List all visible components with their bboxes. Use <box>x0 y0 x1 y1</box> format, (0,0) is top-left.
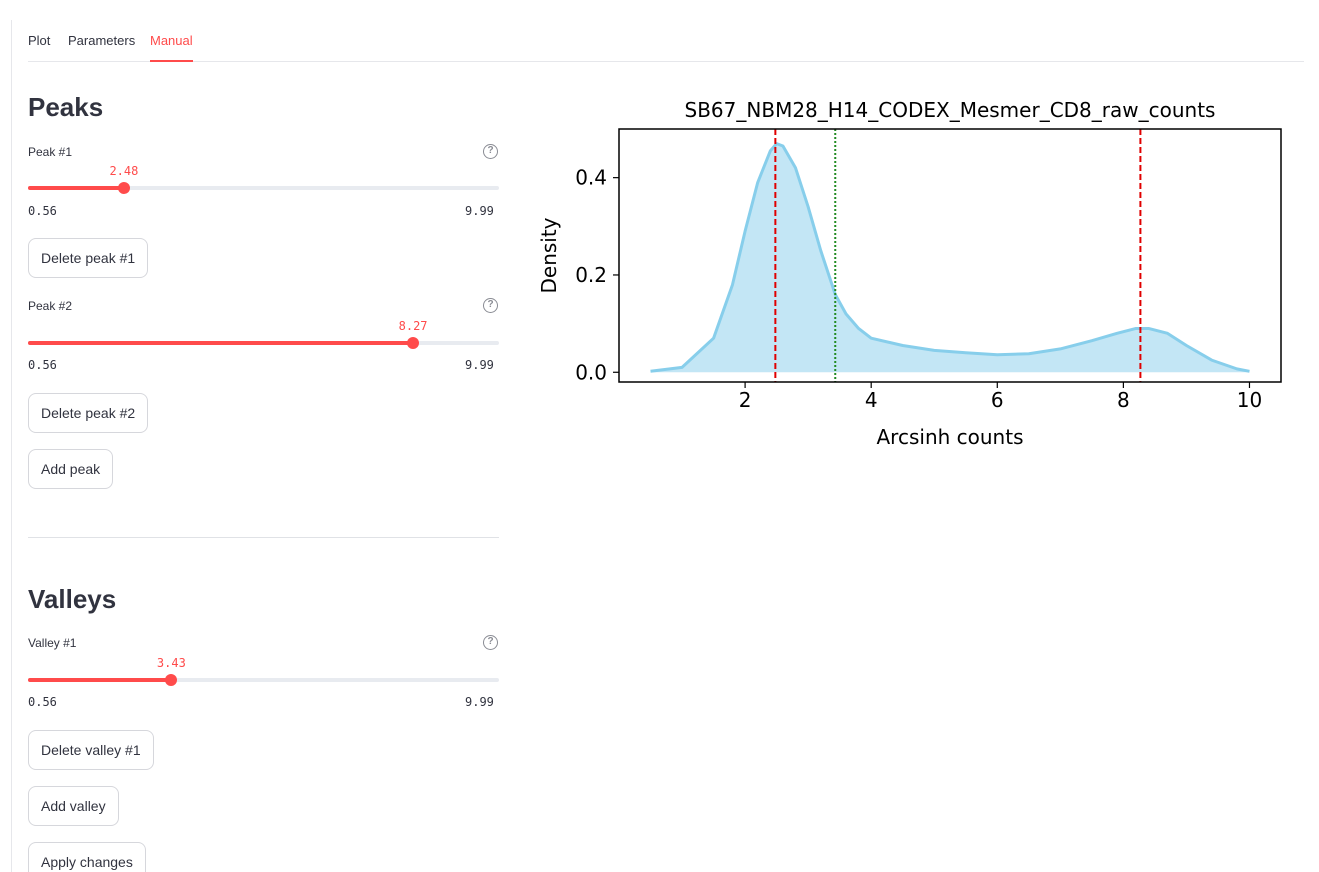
valley-1-max: 9.99 <box>465 695 494 709</box>
x-tick-label: 6 <box>991 388 1004 412</box>
slider-thumb[interactable] <box>117 182 130 194</box>
delete-peak-1-button[interactable]: Delete peak #1 <box>28 238 149 278</box>
slider-thumb[interactable] <box>407 337 420 349</box>
peak-1-min: 0.56 <box>28 204 57 218</box>
x-tick-label: 10 <box>1237 388 1262 412</box>
y-tick-label: 0.0 <box>575 360 607 384</box>
delete-valley-1-button[interactable]: Delete valley #1 <box>28 730 154 770</box>
slider-fill <box>28 186 124 190</box>
tab-manual[interactable]: Manual <box>150 33 193 62</box>
slider-fill <box>28 341 414 345</box>
plot-frame <box>618 128 1282 383</box>
apply-changes-button[interactable]: Apply changes <box>28 842 146 872</box>
density-plot: 2 4 6 8 10 0.0 0.2 0.4 SB67_NBM28_H14_CODEX_Mesm… <box>537 98 1282 449</box>
peak-2-min: 0.56 <box>28 358 57 372</box>
left-border <box>11 20 12 872</box>
density-line <box>650 142 1250 373</box>
x-axis-label: Arcsinh counts <box>877 425 1024 449</box>
valleys-heading: Valleys <box>28 584 117 614</box>
slider-track <box>28 186 499 190</box>
delete-peak-2-button[interactable]: Delete peak #2 <box>28 393 149 433</box>
peak-1-label: Peak #1 <box>28 145 73 159</box>
tab-plot[interactable]: Plot <box>28 33 51 48</box>
tab-parameters[interactable]: Parameters <box>68 33 136 48</box>
section-divider <box>28 537 499 538</box>
peak-2-slider[interactable]: 8.27 <box>28 319 499 355</box>
peaks-heading: Peaks <box>28 92 104 122</box>
peak-2-max: 9.99 <box>465 358 494 372</box>
add-valley-button[interactable]: Add valley <box>28 786 119 826</box>
slider-value: 8.27 <box>398 319 428 333</box>
slider-fill <box>28 678 172 682</box>
slider-value: 2.48 <box>109 164 139 178</box>
y-tick-label: 0.4 <box>575 166 607 190</box>
x-tick-label: 8 <box>1117 388 1130 412</box>
help-icon[interactable]: ? <box>483 144 498 159</box>
slider-track <box>28 678 499 682</box>
peak-1-max: 9.99 <box>465 204 494 218</box>
valley-1-label: Valley #1 <box>28 636 77 650</box>
tab-bar: Plot Parameters Manual <box>28 26 1304 62</box>
x-tick-label: 2 <box>739 388 752 412</box>
y-tick-label: 0.2 <box>575 263 607 287</box>
y-axis-label: Density <box>537 217 561 293</box>
valley-1-min: 0.56 <box>28 695 57 709</box>
valley-1-slider[interactable]: 3.43 <box>28 656 499 692</box>
peak-1-slider[interactable]: 2.48 <box>28 164 499 200</box>
help-icon[interactable]: ? <box>483 635 498 650</box>
slider-value: 3.43 <box>156 656 186 670</box>
add-peak-button[interactable]: Add peak <box>28 449 114 489</box>
help-icon[interactable]: ? <box>483 298 498 313</box>
x-tick-label: 4 <box>865 388 878 412</box>
chart-title: SB67_NBM28_H14_CODEX_Mesmer_CD8_raw_coun… <box>685 98 1216 122</box>
density-area <box>650 143 1250 373</box>
slider-thumb[interactable] <box>165 674 178 686</box>
peak-2-label: Peak #2 <box>28 299 73 313</box>
